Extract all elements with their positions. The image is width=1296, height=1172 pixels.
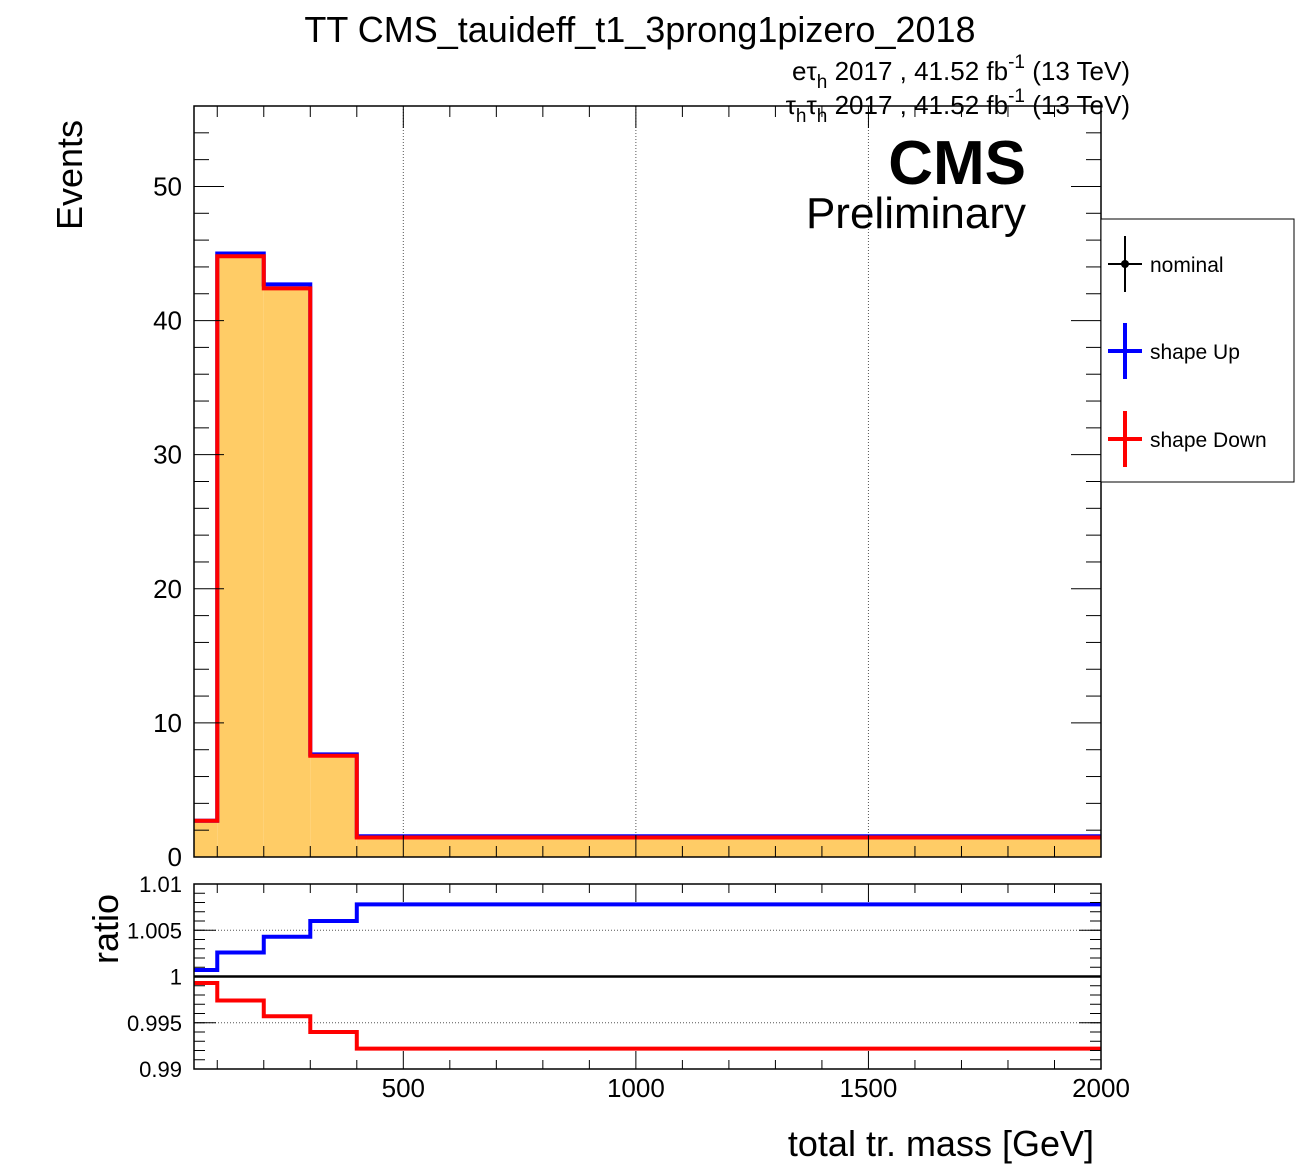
legend: nominal shape Up shape Down [1100,218,1295,483]
main-ytick-label-0: 0 [168,842,182,872]
chart-title: TT CMS_tauideff_t1_3prong1pizero_2018 [304,9,975,50]
main-ytick-label-1: 10 [153,708,182,738]
ratio-ytick-label-2: 1 [170,965,182,990]
ratio-xticks: 500 1000 1500 2000 [216,884,1130,1103]
legend-label-shape-up: shape Up [1150,341,1240,364]
ratio-ytick-label-3: 1.005 [127,918,182,943]
main-ytick-label-5: 50 [153,171,182,201]
ratio-xtick-label-3: 2000 [1072,1073,1130,1103]
main-ytick-label-2: 20 [153,574,182,604]
lumi-line-1: eτh 2017 , 41.52 fb-1 (13 TeV) [792,52,1130,93]
y-axis-title: Events [49,120,90,230]
ratio-series [194,902,1101,1051]
ratio-series-shape-down [194,980,1101,1051]
ratio-grid [194,929,1101,1024]
ratio-xtick-label-1: 1000 [607,1073,665,1103]
main-series-shape-up [194,251,1101,839]
main-yticks: 0 10 20 30 40 50 [153,105,1102,872]
ratio-xtick-label-2: 1500 [840,1073,898,1103]
ratio-xtick-label-0: 500 [382,1073,425,1103]
main-series-shape-down [194,254,1101,840]
main-fill-bin-2 [263,287,311,857]
legend-label-shape-down: shape Down [1150,429,1267,452]
lumi-line-2: τhτh 2017 , 41.52 fb-1 (13 TeV) [786,86,1130,127]
main-ytick-label-3: 30 [153,440,182,470]
cms-label: CMS [888,129,1026,198]
main-grid [402,106,869,857]
legend-marker-nominal [1121,260,1129,268]
main-ytick-label-4: 40 [153,306,182,336]
legend-entry-shape-up: shape Up [1108,323,1240,379]
x-axis-title: total tr. mass [GeV] [788,1123,1094,1164]
main-fill-bin-0 [194,820,218,857]
main-fill [194,254,1101,857]
ratio-yticks: 0.99 0.995 1 1.005 1.01 [127,872,1101,1082]
ratio-ytick-label-0: 0.99 [139,1057,182,1082]
ratio-series-shape-up [194,902,1101,973]
ratio-y-axis-title: ratio [85,894,126,964]
ratio-ytick-label-4: 1.01 [139,872,182,897]
ratio-ytick-label-1: 0.995 [127,1011,182,1036]
legend-entry-nominal: nominal [1108,236,1224,292]
legend-entry-shape-down: shape Down [1108,411,1267,467]
legend-label-nominal: nominal [1150,254,1224,277]
main-fill-bin-3 [310,755,357,857]
main-series [194,251,1101,840]
cms-sublabel: Preliminary [806,189,1026,238]
main-fill-bin-1 [217,254,264,857]
